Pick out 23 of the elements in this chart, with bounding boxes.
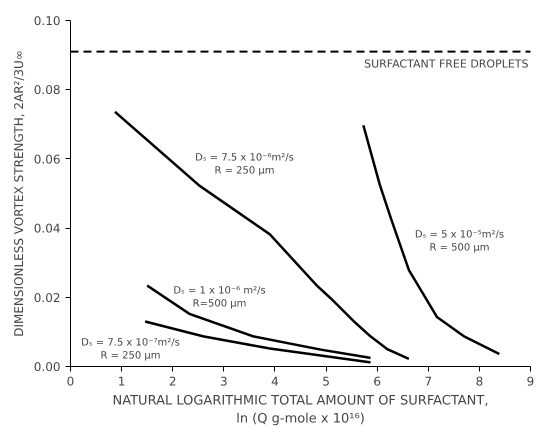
y-tick-label: 0.04	[34, 222, 60, 236]
y-tick-label: 0.10	[34, 14, 60, 28]
x-tick-label: 3	[220, 374, 228, 388]
y-axis-title: DIMENSIONLESS VORTEX STRENGTH, 2AR²/3U∞	[12, 50, 26, 337]
y-tick-label: 0.06	[34, 152, 60, 166]
annotation: Dₛ = 5 x 10⁻⁵m²/s R = 500 μm	[414, 229, 504, 254]
x-tick-label: 7	[424, 374, 432, 388]
x-axis-title: NATURAL LOGARITHMIC TOTAL AMOUNT OF SURFACTANT, ln (Q g-mole x 10¹⁶)	[112, 394, 488, 426]
x-tick-label: 6	[373, 374, 381, 388]
x-tick-label: 1	[118, 374, 126, 388]
x-tick-label: 8	[476, 374, 484, 388]
x-tick-label: 9	[526, 374, 534, 388]
annotation: Dₛ = 7.5 x 10⁻⁶m²/s R = 250 μm	[195, 152, 294, 177]
annotation: Dₛ = 1 x 10⁻⁶ m²/s R=500 μm	[173, 285, 266, 310]
x-tick-label: 5	[322, 374, 330, 388]
ref-line-label: SURFACTANT FREE DROPLETS	[364, 58, 529, 71]
y-tick-label: 0.08	[34, 83, 60, 98]
annotation: Dₛ = 7.5 x 10⁻⁷m²/s R = 250 μm	[81, 337, 180, 362]
y-tick-label: 0.02	[34, 290, 60, 305]
x-tick-label: 0	[66, 374, 74, 388]
x-tick-label: 2	[168, 374, 177, 388]
x-tick-label: 4	[271, 374, 279, 388]
y-tick-label: 0.00	[34, 360, 60, 374]
